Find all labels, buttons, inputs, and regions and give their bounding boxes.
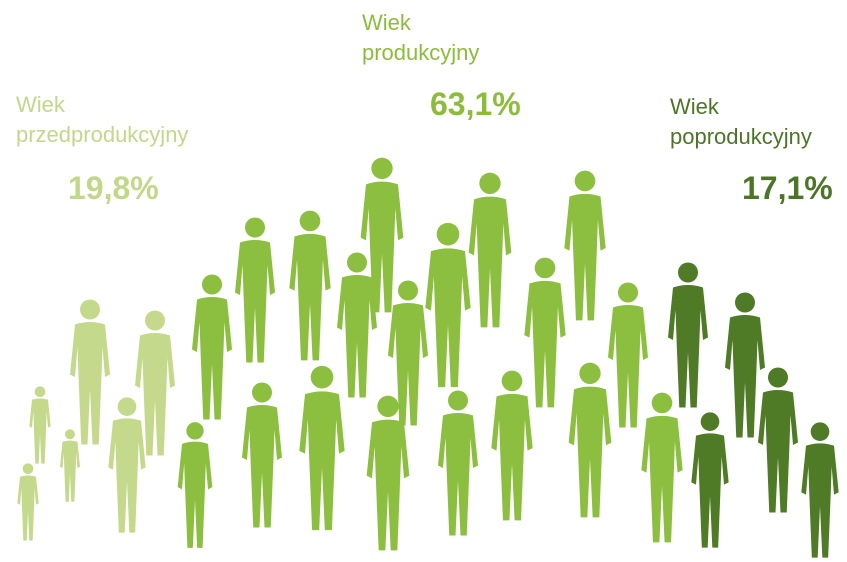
person-silhouette xyxy=(469,173,512,328)
person-silhouette xyxy=(29,386,50,463)
person-silhouette xyxy=(70,300,110,445)
group-value: 17,1% xyxy=(742,170,833,207)
label-line: przedprodukcyjny xyxy=(16,120,188,150)
person-silhouette xyxy=(524,258,565,408)
person-silhouette xyxy=(60,429,80,502)
person-silhouette xyxy=(178,422,213,548)
person-silhouette xyxy=(691,412,728,547)
person-silhouette xyxy=(608,283,648,428)
person-silhouette xyxy=(289,211,330,361)
person-silhouette xyxy=(242,383,282,528)
figures xyxy=(0,0,847,562)
person-silhouette xyxy=(668,263,708,408)
label-line: Wiek xyxy=(16,90,188,120)
group-value: 63,1% xyxy=(430,86,521,123)
person-silhouette xyxy=(108,397,145,532)
label-line: poprodukcyjny xyxy=(670,122,812,152)
group-label: Wiek poprodukcyjny xyxy=(670,92,812,152)
group-label: Wiek produkcyjny xyxy=(362,8,479,68)
person-silhouette xyxy=(425,223,470,387)
person-silhouette xyxy=(17,463,38,540)
person-silhouette xyxy=(569,363,612,518)
person-silhouette xyxy=(299,366,344,530)
group-value: 19,8% xyxy=(68,170,159,207)
person-silhouette xyxy=(641,393,682,543)
person-silhouette xyxy=(235,218,275,363)
group-label: Wiek przedprodukcyjny xyxy=(16,90,188,150)
person-silhouette xyxy=(491,371,532,521)
person-silhouette xyxy=(801,422,838,557)
label-line: Wiek xyxy=(362,8,479,38)
person-silhouette xyxy=(725,293,765,438)
person-silhouette xyxy=(192,275,232,420)
infographic: Wiek przedprodukcyjny 19,8% Wiek produkc… xyxy=(0,0,847,562)
label-line: Wiek xyxy=(670,92,812,122)
person-silhouette xyxy=(438,391,478,536)
person-silhouette xyxy=(337,253,377,398)
person-silhouette xyxy=(758,368,798,513)
label-line: produkcyjny xyxy=(362,38,479,68)
person-silhouette xyxy=(564,171,605,321)
